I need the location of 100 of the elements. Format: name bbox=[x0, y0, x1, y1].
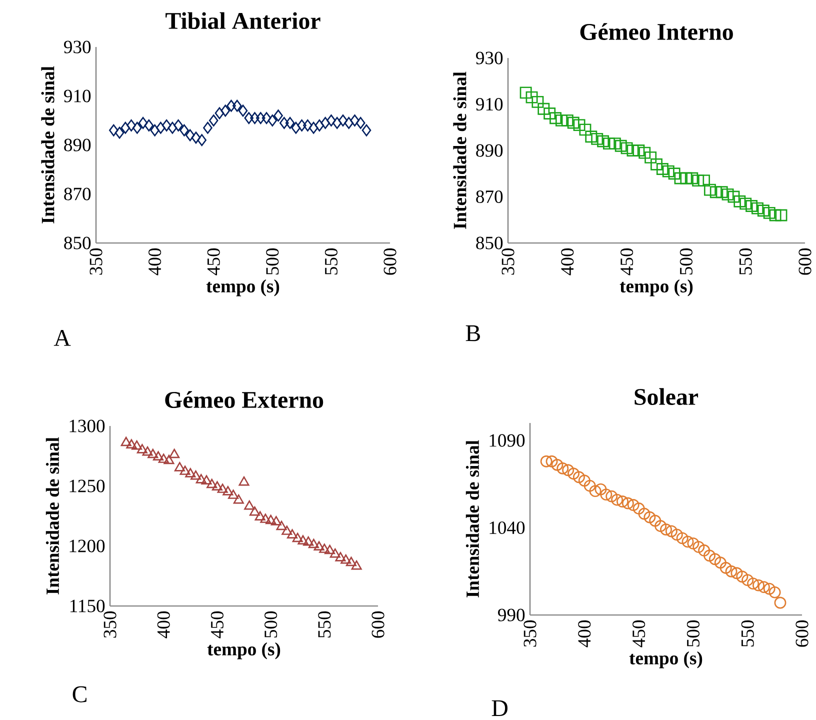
text: C bbox=[72, 686, 86, 702]
x-tick-label: 550 bbox=[318, 611, 331, 638]
point bbox=[238, 104, 248, 116]
point bbox=[233, 494, 244, 504]
x-axis-title: tempo (s) bbox=[629, 651, 702, 668]
point bbox=[520, 86, 532, 98]
point bbox=[356, 116, 366, 129]
point bbox=[262, 112, 272, 124]
point bbox=[162, 119, 172, 132]
point bbox=[314, 119, 324, 132]
x-tick-label: 500 bbox=[680, 248, 692, 274]
point bbox=[746, 200, 758, 212]
point bbox=[665, 525, 678, 537]
point bbox=[728, 190, 740, 203]
point bbox=[332, 116, 342, 129]
point bbox=[603, 137, 615, 150]
point bbox=[226, 100, 236, 112]
point bbox=[250, 112, 260, 124]
point bbox=[132, 440, 142, 450]
point bbox=[174, 462, 185, 472]
point bbox=[674, 172, 686, 184]
y-tick-label: 850 bbox=[476, 236, 503, 250]
point bbox=[752, 579, 764, 592]
point bbox=[597, 135, 610, 148]
point bbox=[556, 462, 569, 474]
point bbox=[561, 114, 574, 126]
x-tick-label: 500 bbox=[266, 248, 279, 274]
point bbox=[757, 204, 770, 216]
point bbox=[682, 535, 694, 548]
point bbox=[266, 514, 276, 524]
point bbox=[190, 470, 202, 480]
point bbox=[775, 209, 788, 222]
point bbox=[108, 124, 118, 136]
point bbox=[126, 119, 136, 132]
point bbox=[344, 116, 354, 129]
point bbox=[206, 478, 218, 488]
point bbox=[662, 165, 674, 178]
point bbox=[326, 114, 336, 126]
point bbox=[692, 540, 705, 553]
point bbox=[303, 536, 314, 546]
point bbox=[692, 174, 704, 186]
point bbox=[736, 570, 748, 582]
point bbox=[698, 544, 710, 556]
point bbox=[220, 104, 230, 116]
point bbox=[620, 142, 633, 154]
point bbox=[362, 124, 372, 136]
point bbox=[152, 451, 164, 460]
y-tick-label: 1250 bbox=[70, 479, 105, 492]
point bbox=[532, 96, 544, 108]
point bbox=[144, 119, 154, 132]
point bbox=[214, 106, 224, 119]
point bbox=[644, 511, 656, 524]
point bbox=[185, 468, 196, 478]
x-tick-label: 450 bbox=[632, 620, 646, 648]
point bbox=[276, 520, 287, 530]
x-tick-label: 550 bbox=[741, 620, 754, 646]
point bbox=[138, 116, 148, 129]
y-tick-label: 1150 bbox=[70, 599, 105, 612]
point bbox=[335, 552, 346, 562]
point bbox=[244, 500, 255, 510]
point bbox=[626, 144, 639, 156]
point bbox=[260, 513, 271, 523]
point bbox=[164, 454, 174, 464]
point bbox=[638, 146, 651, 159]
x-tick-label: 550 bbox=[324, 248, 338, 274]
y-tick-label: 910 bbox=[476, 98, 503, 110]
point bbox=[232, 100, 242, 112]
point bbox=[120, 436, 132, 446]
point bbox=[150, 124, 160, 136]
y-tick-label: 930 bbox=[476, 51, 503, 64]
text: A bbox=[54, 330, 71, 346]
point bbox=[319, 543, 330, 553]
point bbox=[578, 474, 590, 486]
point bbox=[758, 580, 770, 593]
point bbox=[350, 114, 360, 126]
chart-title: Gémeo Interno bbox=[580, 22, 733, 40]
point bbox=[544, 107, 556, 120]
x-tick-label: 400 bbox=[561, 248, 574, 276]
point bbox=[720, 562, 732, 574]
point bbox=[282, 525, 292, 535]
y-tick-label: 1200 bbox=[70, 539, 105, 552]
x-tick-label: 350 bbox=[90, 248, 102, 274]
point bbox=[320, 116, 330, 129]
point bbox=[676, 532, 688, 544]
x-axis-title: tempo (s) bbox=[620, 279, 693, 296]
point bbox=[256, 112, 266, 124]
x-tick-label: 450 bbox=[207, 248, 220, 276]
point bbox=[769, 209, 782, 222]
point bbox=[298, 534, 308, 544]
point bbox=[591, 132, 604, 145]
point bbox=[244, 112, 254, 124]
y-axis-title: Intensidade de sinal bbox=[453, 72, 466, 229]
x-tick-label: 350 bbox=[104, 611, 116, 638]
point bbox=[156, 122, 166, 134]
chart-title: Solear bbox=[634, 388, 698, 405]
point bbox=[763, 206, 776, 219]
y-tick-label: 890 bbox=[64, 138, 91, 152]
point bbox=[346, 556, 356, 566]
point bbox=[340, 554, 352, 564]
point bbox=[217, 483, 228, 493]
